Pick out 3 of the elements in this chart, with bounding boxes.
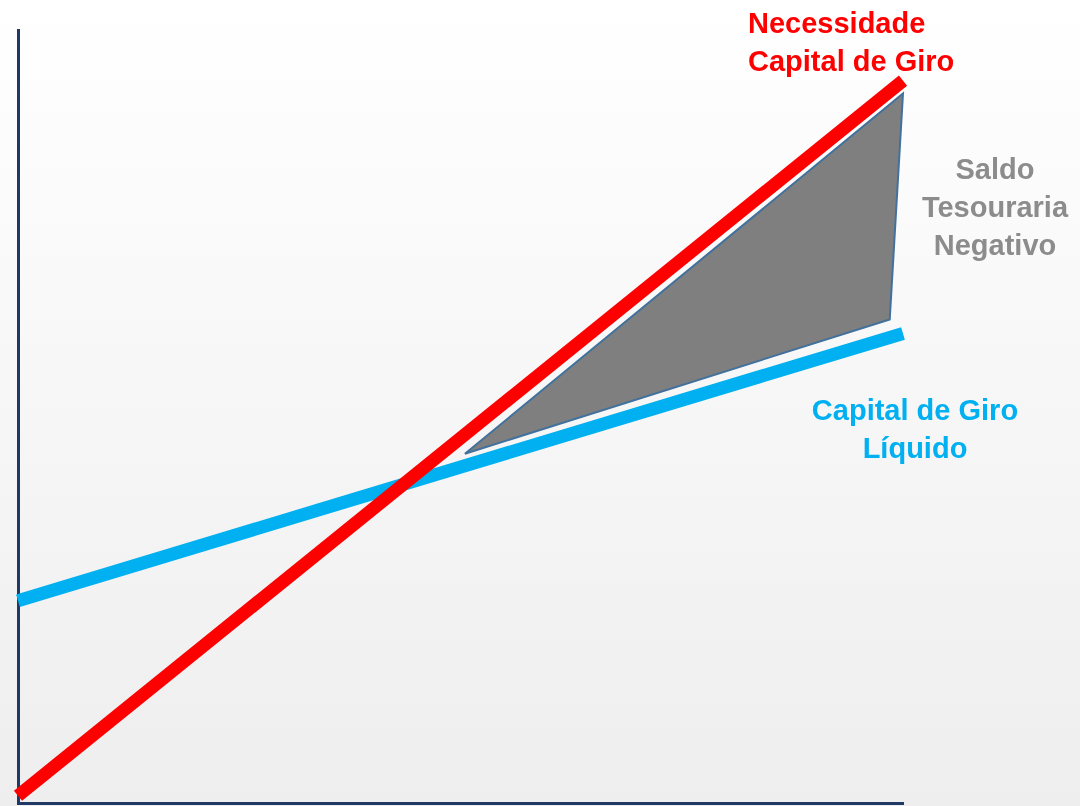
annotation: Saldo Tesouraria Negativo <box>920 152 1070 263</box>
series-label: Capital de Giro Líquido <box>810 393 1020 466</box>
series-label: Necessidade Capital de Giro <box>748 6 956 79</box>
